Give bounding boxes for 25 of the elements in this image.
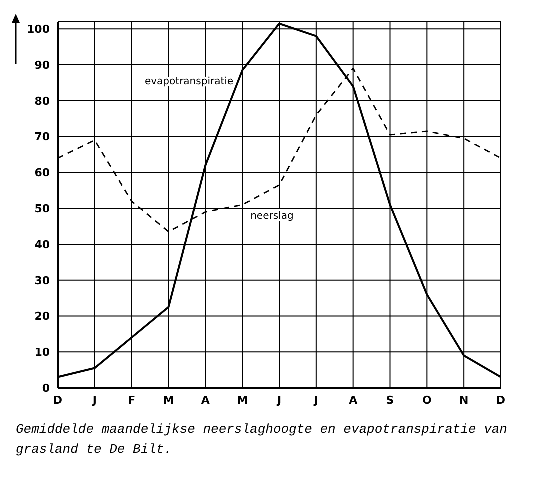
y-tick-label: 40: [34, 238, 50, 252]
x-tick-label: D: [53, 394, 63, 407]
x-tick-label: A: [201, 394, 210, 407]
x-tick-label: J: [92, 394, 97, 407]
y-tick-label: 50: [34, 202, 50, 216]
y-tick-label: 30: [34, 274, 50, 288]
x-tick-label: F: [128, 394, 136, 407]
x-tick-label: O: [422, 394, 432, 407]
x-tick-label: M: [163, 394, 174, 407]
x-tick-label: M: [237, 394, 248, 407]
x-tick-label: N: [459, 394, 469, 407]
y-tick-label: 80: [34, 94, 50, 108]
x-tick-label: D: [496, 394, 506, 407]
y-tick-label: 60: [34, 166, 50, 180]
y-tick-label: 20: [34, 310, 50, 324]
x-tick-label: A: [349, 394, 358, 407]
y-tick-label: 10: [34, 346, 50, 360]
x-tick-label: J: [276, 394, 282, 407]
y-tick-label: 70: [34, 130, 50, 144]
y-tick-label: 90: [34, 58, 50, 72]
x-tick-label: J: [313, 394, 318, 407]
y-tick-label: 100: [27, 23, 50, 36]
x-tick-label: S: [386, 394, 394, 407]
y-tick-label: 0: [42, 382, 50, 395]
text: Gemiddelde maandelijkse neerslaghoogte en evapotranspiratie van grasland te De Bilt.: [15, 421, 508, 459]
